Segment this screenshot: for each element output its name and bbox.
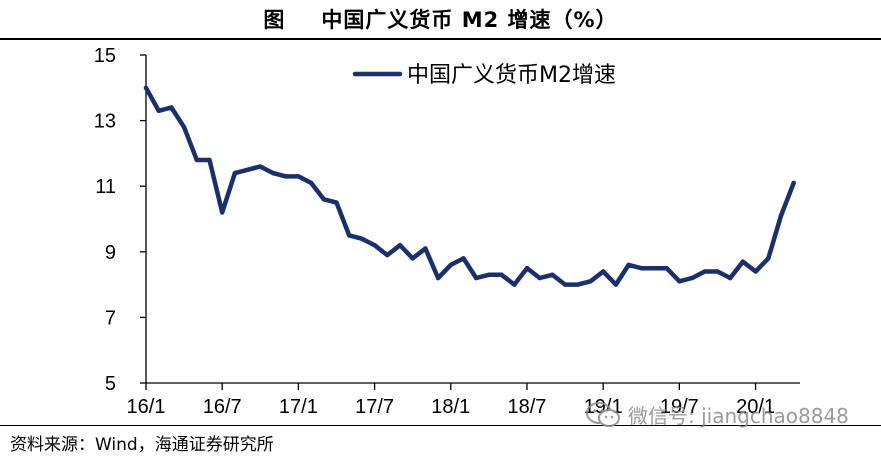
watermark: 微信号: jiangchao8848 [586, 400, 849, 429]
x-tick-label: 18/1 [431, 396, 470, 418]
m2-data-point [410, 256, 415, 261]
m2-data-point [346, 233, 352, 238]
m2-data-point [651, 266, 657, 271]
top-rule [0, 38, 881, 40]
m2-data-point [143, 85, 149, 90]
m2-data-point [550, 272, 555, 277]
m2-data-point [588, 279, 593, 284]
m2-data-point [359, 236, 365, 241]
x-tick-label: 18/7 [508, 396, 547, 418]
m2-data-point [537, 275, 542, 281]
y-tick-label: 9 [105, 242, 116, 264]
m2-data-point [448, 262, 453, 268]
m2-data-point [372, 243, 377, 248]
y-tick-label: 11 [95, 176, 116, 198]
m2-data-point [219, 210, 225, 215]
m2-data-point [283, 174, 288, 179]
m2-data-point [156, 108, 161, 113]
m2-data-point [689, 275, 695, 281]
x-tick-label: 16/7 [203, 396, 242, 418]
m2-data-point [296, 174, 301, 179]
m2-data-point [423, 246, 428, 251]
m2-data-point [194, 157, 199, 163]
m2-data-point [512, 282, 517, 287]
m2-data-point [461, 256, 466, 261]
y-tick-label: 7 [105, 307, 116, 329]
m2-data-point [245, 167, 250, 172]
chart-title-bar: 图 中国广义货币 M2 增速（%） [0, 0, 881, 38]
m2-data-point [753, 269, 758, 274]
m2-data-point [562, 282, 568, 287]
x-tick-label: 17/1 [279, 396, 318, 418]
watermark-text: 微信号: jiangchao8848 [628, 404, 849, 428]
m2-data-point [397, 243, 403, 248]
m2-data-point [232, 170, 238, 176]
m2-data-point [600, 269, 606, 274]
m2-data-point [524, 266, 530, 271]
chart-title: 中国广义货币 M2 增速（%） [321, 8, 618, 32]
bottom-rule [0, 425, 881, 426]
m2-data-point [727, 275, 733, 281]
y-tick-label: 5 [105, 373, 116, 395]
m2-data-point [791, 180, 796, 186]
m2-data-point [169, 105, 174, 110]
m2-data-point [499, 272, 504, 277]
source-note: 资料来源：Wind，海通证券研究所 [10, 435, 274, 455]
m2-data-point [639, 266, 644, 271]
m2-data-point [270, 170, 276, 176]
m2-data-point [664, 266, 669, 271]
x-tick-label: 17/7 [355, 396, 394, 418]
m2-data-point [575, 282, 580, 287]
m2-data-point [778, 213, 784, 218]
wechat-icon [586, 401, 620, 427]
legend-label: 中国广义货币M2增速 [407, 63, 616, 88]
m2-data-point [258, 164, 263, 169]
m2-data-point [207, 157, 212, 163]
m2-data-point [766, 256, 771, 261]
m2-data-point [181, 124, 187, 130]
figure-label: 图 [263, 8, 286, 32]
m2-data-point [308, 180, 314, 186]
m2-data-point [715, 269, 720, 274]
y-tick-label: 15 [94, 45, 116, 67]
x-tick-label: 20/1 [736, 396, 775, 418]
m2-data-point [626, 262, 631, 268]
m2-data-point [473, 275, 479, 281]
x-tick-label: 19/7 [660, 396, 699, 418]
m2-data-point [435, 275, 441, 281]
m2-data-point [334, 200, 339, 205]
m2-data-point [677, 279, 682, 284]
m2-data-point [385, 252, 390, 258]
x-tick-label: 16/1 [127, 396, 166, 418]
m2-data-point [486, 272, 492, 277]
m2-data-point [613, 282, 619, 287]
m2-data-point [740, 259, 746, 264]
m2-data-point [702, 269, 707, 274]
m2-series-line [143, 85, 796, 287]
m2-data-point [321, 197, 326, 202]
y-tick-label: 13 [94, 111, 116, 133]
